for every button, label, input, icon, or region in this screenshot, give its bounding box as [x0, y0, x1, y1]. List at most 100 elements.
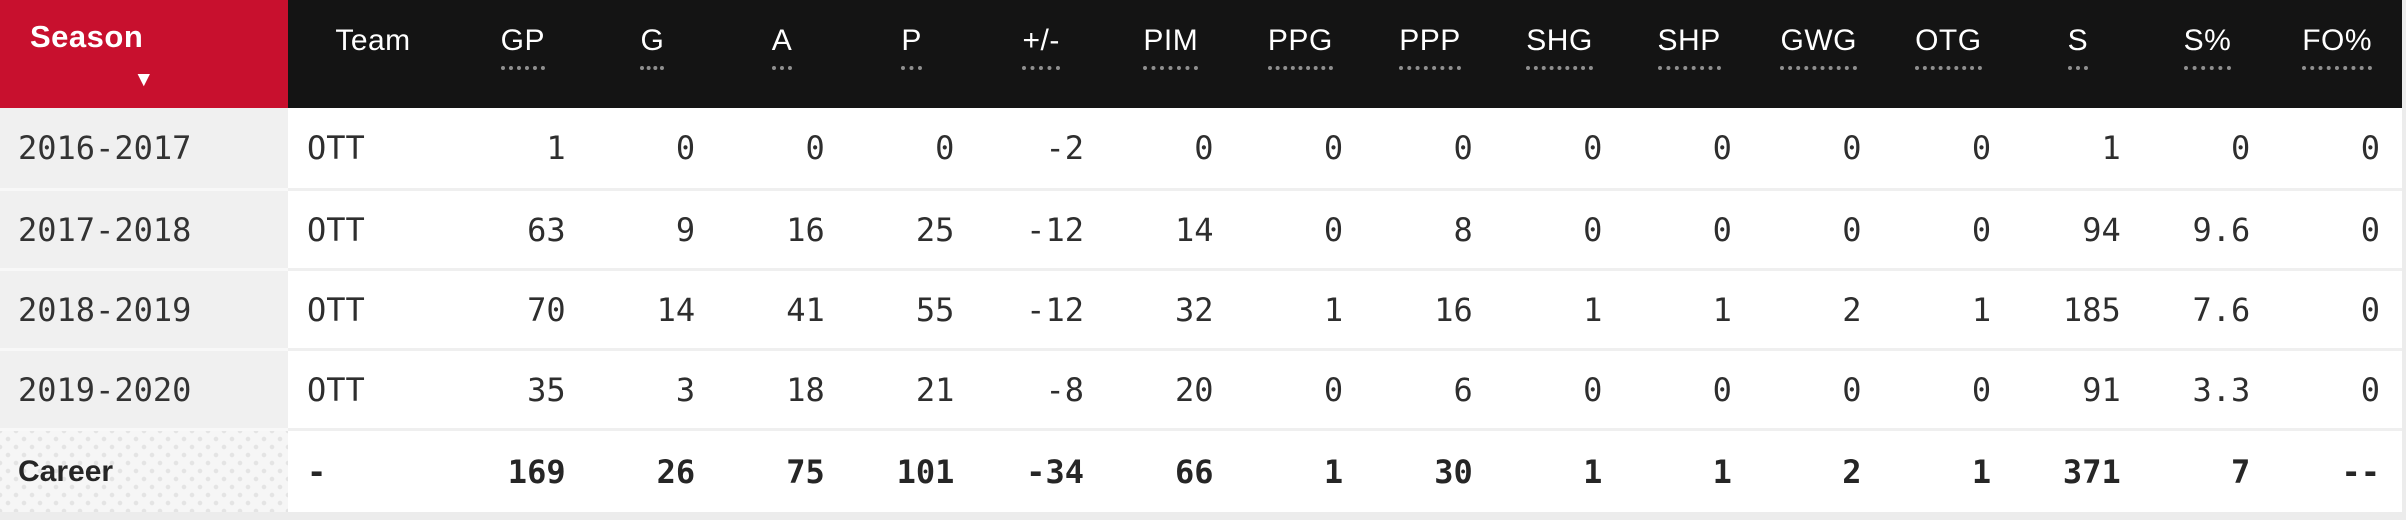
season-cell: 2019-2020 — [0, 348, 288, 428]
stat-cell-pim: 20 — [1105, 348, 1236, 428]
column-header-shg[interactable]: SHG — [1494, 0, 1625, 108]
stat-cell-ppg: 0 — [1235, 188, 1366, 268]
season-header-label: Season — [30, 18, 144, 54]
stat-cell-shp: 0 — [1624, 188, 1754, 268]
stat-cell-g: 26 — [587, 428, 718, 512]
stat-cell-ppg: 0 — [1235, 348, 1366, 428]
stat-cell-shp: 1 — [1624, 268, 1754, 348]
stat-cell-plus-minus: -8 — [976, 348, 1106, 428]
column-header-label: G — [640, 24, 665, 70]
column-header-label: OTG — [1915, 24, 1982, 70]
column-header-p[interactable]: P — [846, 0, 977, 108]
column-header-team[interactable]: Team — [288, 0, 458, 108]
column-header-g[interactable]: G — [587, 0, 718, 108]
stat-cell-gp: 169 — [458, 428, 588, 512]
stat-cell-p: 25 — [846, 188, 977, 268]
stat-cell-s: 91 — [2013, 348, 2143, 428]
season-header-content: Season ▼ — [0, 19, 288, 90]
stat-cell-a: 16 — [717, 188, 847, 268]
season-cell: 2018-2019 — [0, 268, 288, 348]
column-header-gp[interactable]: GP — [458, 0, 588, 108]
stat-cell-otg: 0 — [1883, 108, 2014, 188]
stat-cell-s-pct: 3.3 — [2142, 348, 2273, 428]
season-row: 2016-2017 OTT 1 0 0 0 -2 0 0 0 0 0 0 0 1 0 0 — [0, 108, 2402, 188]
stat-cell-shg: 0 — [1494, 108, 1625, 188]
stat-cell-pim: 66 — [1105, 428, 1236, 512]
stat-cell-ppp: 0 — [1365, 108, 1495, 188]
stat-cell-a: 18 — [717, 348, 847, 428]
column-header-label: PPP — [1399, 24, 1461, 70]
column-header-label: GWG — [1780, 24, 1857, 70]
column-header-s[interactable]: S — [2013, 0, 2143, 108]
column-header-label: GP — [500, 24, 545, 70]
column-header-ppp[interactable]: PPP — [1365, 0, 1495, 108]
column-header-label: FO% — [2302, 24, 2373, 70]
stat-cell-pim: 0 — [1105, 108, 1236, 188]
season-row: 2017-2018 OTT 63 9 16 25 -12 14 0 8 0 0 0 0 94 9.6 0 — [0, 188, 2402, 268]
table-body: 2016-2017 OTT 1 0 0 0 -2 0 0 0 0 0 0 0 1 0 0 2017-2018 OTT… — [0, 108, 2402, 512]
sort-descending-icon[interactable]: ▼ — [133, 67, 155, 91]
stat-cell-shg: 0 — [1494, 348, 1625, 428]
stat-cell-gp: 63 — [458, 188, 588, 268]
column-header-pim[interactable]: PIM — [1105, 0, 1236, 108]
stat-cell-gwg: 0 — [1753, 348, 1884, 428]
team-cell: OTT — [288, 188, 458, 268]
stat-cell-s: 1 — [2013, 108, 2143, 188]
stat-cell-shp: 1 — [1624, 428, 1754, 512]
column-header-plus-minus[interactable]: +/- — [976, 0, 1106, 108]
stat-cell-gwg: 0 — [1753, 188, 1884, 268]
column-header-label: SHP — [1657, 24, 1721, 70]
team-cell: OTT — [288, 108, 458, 188]
stat-cell-shg: 1 — [1494, 428, 1625, 512]
stat-cell-s: 94 — [2013, 188, 2143, 268]
stat-cell-plus-minus: -2 — [976, 108, 1106, 188]
column-header-label: S% — [2183, 24, 2232, 70]
stat-cell-plus-minus: -12 — [976, 188, 1106, 268]
stat-cell-s-pct: 0 — [2142, 108, 2273, 188]
column-header-otg[interactable]: OTG — [1883, 0, 2014, 108]
team-cell: OTT — [288, 268, 458, 348]
column-header-label: S — [2067, 24, 2089, 70]
stat-cell-ppg: 1 — [1235, 428, 1366, 512]
column-header-ppg[interactable]: PPG — [1235, 0, 1366, 108]
stat-cell-s: 185 — [2013, 268, 2143, 348]
stat-cell-fo-pct: -- — [2272, 428, 2402, 512]
stat-cell-shg: 1 — [1494, 268, 1625, 348]
stat-cell-p: 21 — [846, 348, 977, 428]
column-header-a[interactable]: A — [717, 0, 847, 108]
stat-cell-gwg: 0 — [1753, 108, 1884, 188]
header-row: Season ▼ Team GP G A P +/- PIM PPG PPP SHG SHP GWG OTG… — [0, 0, 2402, 108]
column-header-shp[interactable]: SHP — [1624, 0, 1754, 108]
stat-cell-s-pct: 7 — [2142, 428, 2273, 512]
stat-cell-gwg: 2 — [1753, 428, 1884, 512]
stat-cell-g: 9 — [587, 188, 718, 268]
stat-cell-gp: 35 — [458, 348, 588, 428]
column-header-label: PIM — [1143, 24, 1199, 70]
stat-cell-fo-pct: 0 — [2272, 188, 2402, 268]
stat-cell-pim: 14 — [1105, 188, 1236, 268]
column-header-label: SHG — [1526, 24, 1593, 70]
column-header-label: +/- — [1022, 24, 1060, 70]
stat-cell-ppp: 30 — [1365, 428, 1495, 512]
column-header-season[interactable]: Season ▼ — [0, 0, 288, 108]
stat-cell-a: 0 — [717, 108, 847, 188]
stat-cell-g: 0 — [587, 108, 718, 188]
stat-cell-shg: 0 — [1494, 188, 1625, 268]
team-cell: - — [288, 428, 458, 512]
season-row: 2019-2020 OTT 35 3 18 21 -8 20 0 6 0 0 0 0 91 3.3 0 — [0, 348, 2402, 428]
season-cell: 2016-2017 — [0, 108, 288, 188]
stat-cell-ppg: 1 — [1235, 268, 1366, 348]
stat-cell-g: 3 — [587, 348, 718, 428]
stat-cell-ppp: 16 — [1365, 268, 1495, 348]
stat-cell-a: 41 — [717, 268, 847, 348]
career-label-cell: Career — [0, 428, 288, 512]
stat-cell-gwg: 2 — [1753, 268, 1884, 348]
stat-cell-shp: 0 — [1624, 108, 1754, 188]
column-header-gwg[interactable]: GWG — [1753, 0, 1884, 108]
stat-cell-s-pct: 7.6 — [2142, 268, 2273, 348]
column-header-label: P — [901, 24, 922, 70]
stat-cell-s: 371 — [2013, 428, 2143, 512]
column-header-fo-pct[interactable]: FO% — [2272, 0, 2402, 108]
column-header-s-pct[interactable]: S% — [2142, 0, 2273, 108]
